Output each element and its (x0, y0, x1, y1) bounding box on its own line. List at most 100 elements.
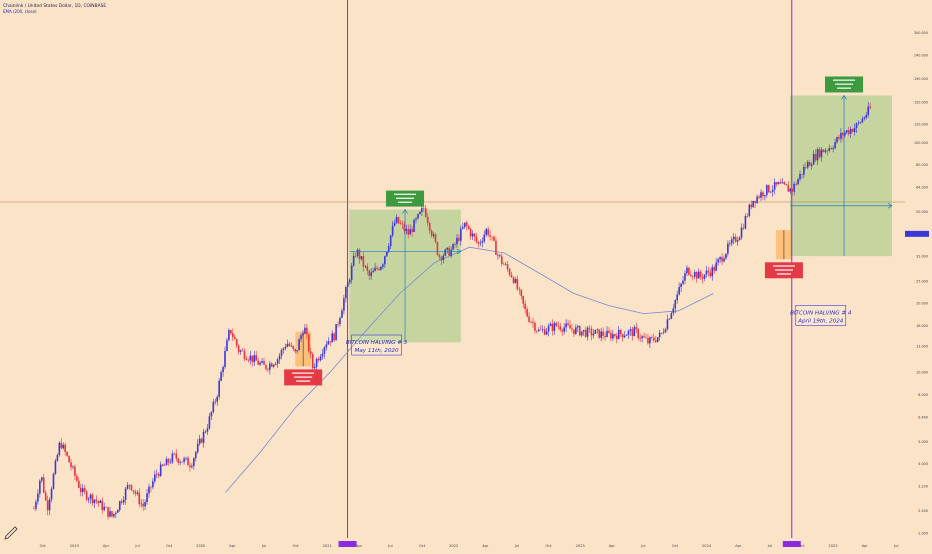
candle-body (337, 324, 339, 325)
candle-body (477, 241, 480, 244)
candle-body (282, 348, 285, 350)
time-tick-label: Apr (356, 544, 363, 548)
candle-body (769, 191, 772, 193)
candle-body (701, 276, 704, 279)
candle-body (128, 484, 131, 486)
candle-body (46, 500, 49, 511)
candle-body (212, 401, 215, 412)
badge-line (774, 269, 793, 271)
candle-body (465, 222, 468, 226)
candle-body (204, 431, 207, 433)
halving-label: BITCOIN HALVING # 3 May 11th, 2020 (346, 334, 408, 356)
candle-body (666, 319, 669, 330)
candle-body (33, 508, 35, 510)
time-axis[interactable]: Oct 2019 Apr Jul Oct 2020 Apr Jul Oct 2021 Apr Jul O… (0, 540, 932, 550)
candle-body (768, 185, 770, 193)
candle-body (220, 372, 222, 381)
candle-body (360, 256, 363, 260)
candle-body (709, 272, 712, 277)
candle-body (118, 501, 121, 510)
candle-body (347, 282, 349, 288)
candle-body (144, 502, 146, 507)
candle-body (40, 477, 43, 481)
candle-body (481, 241, 484, 243)
candle-body (803, 166, 805, 175)
time-tick-label: Apr (482, 544, 489, 548)
candle-body (559, 326, 562, 330)
candle-body (697, 271, 700, 279)
candle-body (157, 473, 160, 476)
candle-body (631, 329, 634, 337)
candle-body (321, 353, 324, 357)
candle-body (64, 444, 66, 452)
candle-body (436, 242, 439, 255)
candle-body (479, 242, 482, 244)
candle-body (309, 351, 312, 354)
candle-body (296, 350, 298, 352)
ema-line (225, 246, 714, 493)
candle-body (348, 279, 351, 283)
candle-body (194, 452, 197, 459)
candle-body (485, 229, 487, 235)
candle-body (522, 295, 525, 304)
candle-body (200, 438, 203, 443)
candle-body (567, 323, 569, 326)
candle-body (799, 174, 801, 180)
time-tick-label: Oct (293, 544, 300, 548)
candle-body (117, 509, 119, 513)
price-tick-label: 150.000 (914, 100, 928, 104)
price-tick-label: 2.500 (918, 509, 928, 513)
candle-body (797, 179, 799, 185)
candle-body (805, 166, 807, 168)
time-tick-label: Oct (672, 544, 679, 548)
halving-date: May 11th, 2020 (355, 348, 399, 354)
candle-body (39, 480, 41, 494)
candle-body (331, 333, 334, 343)
candle-body (463, 222, 466, 228)
price-tick-label: 8.000 (918, 393, 928, 397)
candle-body (450, 249, 452, 256)
time-tick-label: 2023 (576, 544, 585, 548)
halving-date-badge (782, 541, 801, 547)
price-axis[interactable]: 300.000 240.000 190.000 150.000 120.000 100.0… (905, 0, 932, 550)
badge-line (776, 273, 791, 275)
price-tick-label: 120.000 (914, 123, 928, 127)
pencil-icon[interactable] (4, 526, 18, 540)
price-tick-label: 2.000 (918, 531, 928, 535)
time-tick-label: Oct (419, 544, 426, 548)
candle-body (596, 329, 599, 330)
candle-body (510, 274, 513, 278)
candle-body (454, 244, 456, 245)
candle-body (766, 185, 768, 195)
candle-body (105, 506, 107, 508)
candle-body (645, 337, 647, 339)
candle-body (276, 359, 279, 364)
candle-body (719, 257, 721, 260)
candle-body (863, 117, 866, 119)
candle-body (471, 233, 474, 237)
time-tick-label: Jul (261, 544, 266, 548)
candle-body (752, 200, 755, 208)
candle-body (658, 332, 661, 338)
candle-body (140, 503, 142, 505)
candle-body (785, 184, 788, 186)
price-tick-label: 16.000 (916, 324, 928, 328)
candle-body (72, 466, 74, 468)
candle-body (551, 323, 554, 331)
candle-body (557, 325, 560, 327)
candle-body (502, 263, 505, 265)
candle-body (497, 254, 499, 256)
candle-body (541, 329, 544, 330)
candle-body (740, 227, 743, 238)
candle-body (563, 327, 565, 332)
candle-body (789, 188, 792, 192)
time-tick-label: Jul (387, 544, 392, 548)
candle-body (715, 262, 717, 271)
candle-body (460, 228, 462, 241)
candle-body (341, 310, 343, 318)
candle-body (189, 465, 191, 468)
time-tick-label: Apr (229, 544, 236, 548)
candle-body (42, 477, 45, 493)
